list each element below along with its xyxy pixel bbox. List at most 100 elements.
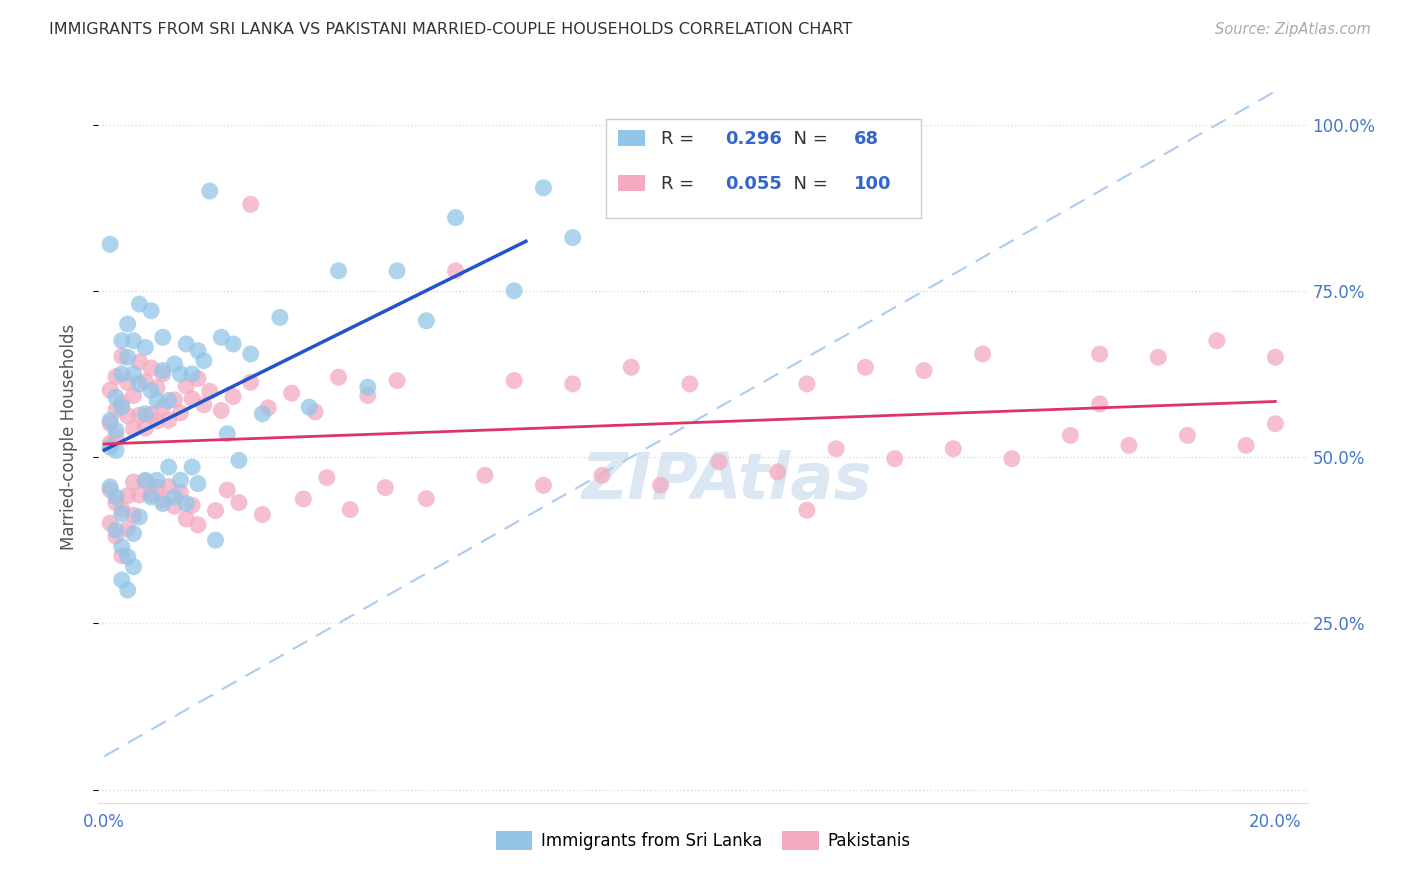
Point [152,330,174,344]
Point [707,455,730,469]
Point [134,421,156,435]
Point [1234,438,1257,452]
Point [104,529,127,543]
Point [503,374,526,388]
Point [187,476,209,491]
Point [825,442,848,456]
Point [766,465,789,479]
Point [104,402,127,417]
Point [222,337,245,351]
Point [385,374,408,388]
Point [561,230,583,244]
Point [181,367,204,381]
FancyBboxPatch shape [619,175,645,191]
Point [444,211,467,225]
Point [181,392,204,406]
Point [252,508,274,522]
Point [98,436,121,450]
Point [415,314,437,328]
Point [104,390,127,404]
Text: ZIPAtlas: ZIPAtlas [582,450,873,512]
Point [796,503,818,517]
Point [98,480,121,494]
Point [117,522,139,536]
Point [104,424,127,438]
Point [280,386,302,401]
Point [111,396,134,410]
Y-axis label: Married-couple Households: Married-couple Households [59,324,77,550]
Point [134,340,156,354]
Point [163,357,186,371]
Point [104,443,127,458]
Point [187,371,209,385]
Point [134,407,156,421]
Point [128,408,150,422]
Point [98,483,121,497]
Point [128,376,150,391]
Point [152,363,174,377]
Point [157,393,180,408]
Point [111,367,134,381]
Point [1264,417,1286,431]
Point [117,317,139,331]
Point [1264,351,1286,365]
Text: IMMIGRANTS FROM SRI LANKA VS PAKISTANI MARRIED-COUPLE HOUSEHOLDS CORRELATION CHA: IMMIGRANTS FROM SRI LANKA VS PAKISTANI M… [49,22,852,37]
Point [503,284,526,298]
Point [128,488,150,502]
Point [1118,438,1140,452]
Point [204,533,226,548]
Point [117,351,139,365]
Point [174,497,197,511]
Point [1147,351,1170,365]
Point [157,413,180,427]
Point [98,237,121,252]
Point [139,487,162,501]
Point [146,380,169,394]
Point [111,549,134,563]
Point [796,376,818,391]
Point [385,264,408,278]
Point [98,516,121,531]
Point [415,491,437,506]
Point [193,353,215,368]
Point [912,363,935,377]
Point [98,383,121,397]
Point [1059,428,1081,442]
Point [157,460,180,475]
Point [152,400,174,414]
Point [209,330,232,344]
Point [257,401,280,415]
Point [111,349,134,363]
Point [193,398,215,412]
Point [855,360,877,375]
Point [128,509,150,524]
Point [357,380,380,394]
Point [209,403,232,417]
Point [533,478,555,492]
Point [222,390,245,404]
Point [98,413,121,427]
Point [298,400,321,414]
Text: N =: N = [782,175,834,194]
Point [117,549,139,564]
Point [187,343,209,358]
Point [679,376,702,391]
Text: 68: 68 [855,130,879,148]
Point [139,360,162,375]
Point [117,489,139,503]
Point [139,408,162,422]
Point [157,480,180,494]
Point [357,388,380,402]
Text: N =: N = [782,130,834,148]
Point [146,414,169,428]
Point [1088,347,1111,361]
Point [181,498,204,512]
Point [111,400,134,414]
Point [152,493,174,508]
Point [1001,451,1024,466]
Point [122,367,145,381]
FancyBboxPatch shape [619,130,645,146]
Point [304,405,326,419]
Point [198,384,221,399]
FancyBboxPatch shape [606,119,921,218]
